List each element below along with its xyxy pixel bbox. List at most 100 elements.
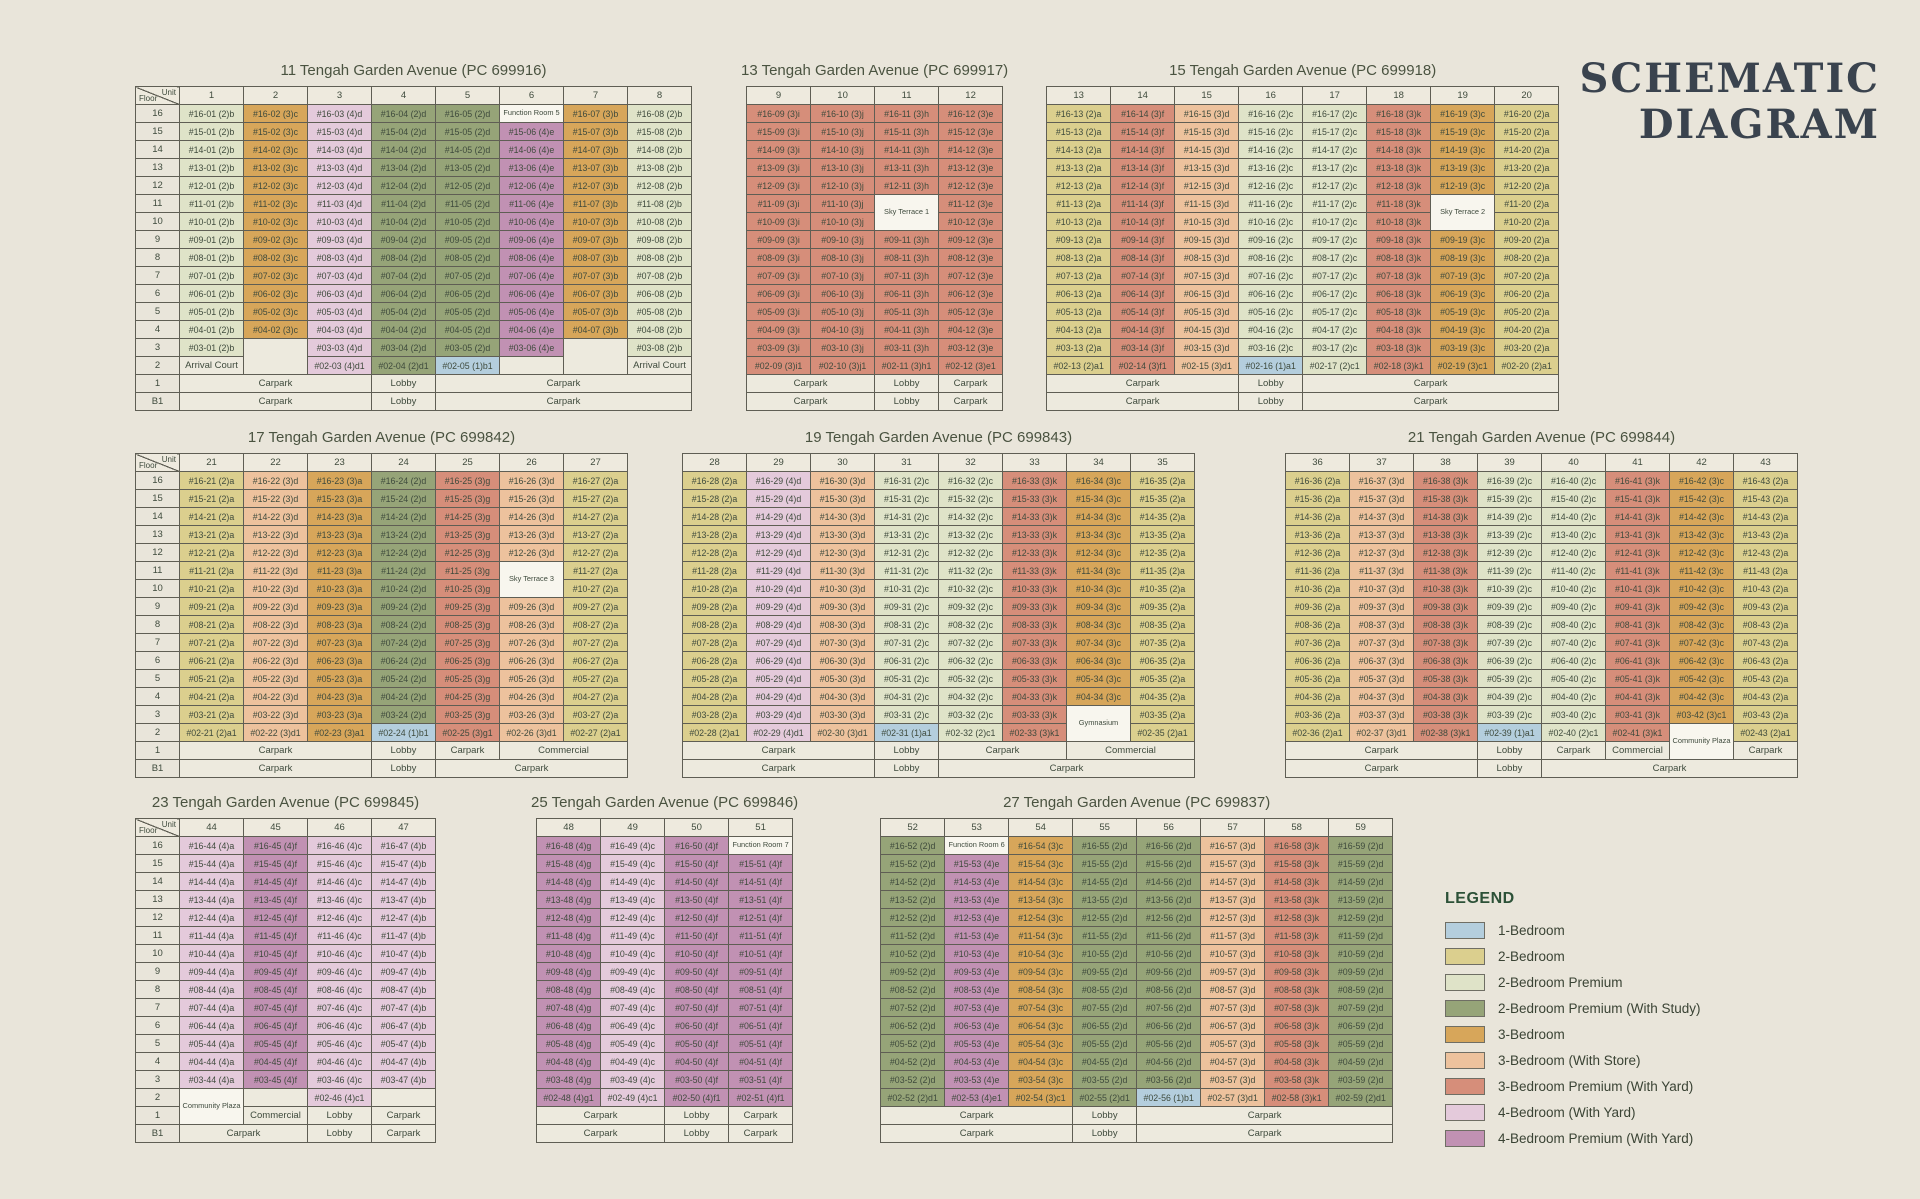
unit-cell: #09-53 (4)e	[944, 962, 1010, 981]
legend-swatch-br1	[1445, 922, 1485, 939]
floor-label: 2	[135, 723, 180, 742]
amenity-cell: Carpark	[682, 741, 875, 760]
unit-cell: #06-11 (3)h	[874, 284, 940, 303]
unit-cell: #09-52 (2)d	[880, 962, 946, 981]
unit-number-header: 53	[944, 818, 1010, 837]
amenity-cell: Lobby	[371, 374, 436, 393]
unit-cell: #06-56 (2)d	[1136, 1016, 1202, 1035]
unit-cell: #16-31 (2)c	[874, 471, 939, 490]
unit-cell: #14-47 (4)b	[371, 872, 436, 891]
unit-cell: #02-04 (2)d1	[371, 356, 436, 375]
unit-cell: #14-59 (2)d	[1328, 872, 1394, 891]
unit-cell: #11-36 (2)a	[1285, 561, 1350, 580]
unit-cell: #16-55 (2)d	[1072, 836, 1138, 855]
unit-cell: #14-18 (3)k	[1366, 140, 1432, 159]
unit-cell: #09-42 (3)c	[1669, 597, 1734, 616]
unit-cell: #10-09 (3)i	[746, 212, 812, 231]
unit-cell: #12-38 (3)k	[1413, 543, 1478, 562]
legend-item: 2-Bedroom Premium (With Study)	[1445, 1000, 1701, 1017]
floor-label: 9	[135, 597, 180, 616]
unit-cell: #10-13 (2)a	[1046, 212, 1112, 231]
unit-cell: #05-10 (3)j	[810, 302, 876, 321]
unit-cell: #08-07 (3)b	[563, 248, 628, 267]
unit-cell: #06-34 (3)c	[1066, 651, 1131, 670]
unit-cell: #16-59 (2)d	[1328, 836, 1394, 855]
unit-cell: #10-12 (3)e	[938, 212, 1004, 231]
unit-cell: #03-25 (3)g	[435, 705, 500, 724]
unit-cell: #11-16 (2)c	[1238, 194, 1304, 213]
unit-cell: #03-53 (4)e	[944, 1070, 1010, 1089]
unit-cell: #13-18 (3)k	[1366, 158, 1432, 177]
unit-cell: #10-56 (2)d	[1136, 944, 1202, 963]
unit-cell: #03-10 (3)j	[810, 338, 876, 357]
unit-cell: #04-54 (3)c	[1008, 1052, 1074, 1071]
unit-cell: #11-02 (3)c	[243, 194, 308, 213]
unit-cell: #13-59 (2)d	[1328, 890, 1394, 909]
unit-cell: #10-07 (3)b	[563, 212, 628, 231]
unit-cell: #10-50 (4)f	[664, 944, 730, 963]
unit-cell: #07-54 (3)c	[1008, 998, 1074, 1017]
unit-cell: #03-45 (4)f	[243, 1070, 308, 1089]
amenity-cell: Lobby	[874, 741, 939, 760]
unit-cell: #15-23 (3)a	[307, 489, 372, 508]
unit-cell: #02-16 (1)a1	[1238, 356, 1304, 375]
amenity-cell: Carpark	[1541, 741, 1606, 760]
unit-cell: #02-48 (4)g1	[536, 1088, 602, 1107]
unit-cell: #09-46 (4)c	[307, 962, 372, 981]
unit-cell: #11-49 (4)c	[600, 926, 666, 945]
unit-cell: #14-29 (4)d	[746, 507, 811, 526]
unit-cell: #07-35 (2)a	[1130, 633, 1195, 652]
unit-cell: #14-56 (2)d	[1136, 872, 1202, 891]
unit-cell: #07-42 (3)c	[1669, 633, 1734, 652]
unit-cell: #13-02 (3)c	[243, 158, 308, 177]
unit-cell: #13-42 (3)c	[1669, 525, 1734, 544]
unit-cell: #12-41 (3)k	[1605, 543, 1670, 562]
unit-cell: #15-45 (4)f	[243, 854, 308, 873]
floor-label: 3	[135, 705, 180, 724]
unit-cell: #14-09 (3)i	[746, 140, 812, 159]
unit-cell: #04-07 (3)b	[563, 320, 628, 339]
unit-cell: #05-57 (3)d	[1200, 1034, 1266, 1053]
unit-cell: #05-04 (2)d	[371, 302, 436, 321]
unit-cell: #09-09 (3)i	[746, 230, 812, 249]
unit-cell: #09-25 (3)g	[435, 597, 500, 616]
unit-cell: #13-30 (3)d	[810, 525, 875, 544]
unit-cell: #11-43 (2)a	[1733, 561, 1798, 580]
unit-number-header: 41	[1605, 453, 1670, 472]
amenity-cell: Lobby	[371, 759, 436, 778]
unit-cell: #13-39 (2)c	[1477, 525, 1542, 544]
unit-cell: #06-13 (2)a	[1046, 284, 1112, 303]
unit-cell: #09-10 (3)j	[810, 230, 876, 249]
unit-cell: #16-38 (3)k	[1413, 471, 1478, 490]
unit-cell: #10-10 (3)j	[810, 212, 876, 231]
floor-label: 7	[135, 266, 180, 285]
amenity-cell: Carpark	[179, 374, 372, 393]
unit-cell: #05-49 (4)c	[600, 1034, 666, 1053]
unit-cell: #06-18 (3)k	[1366, 284, 1432, 303]
unit-cell: #04-22 (3)d	[243, 687, 308, 706]
unit-cell: #02-54 (3)c1	[1008, 1088, 1074, 1107]
unit-cell: #04-21 (2)a	[179, 687, 244, 706]
unit-cell: #12-03 (4)d	[307, 176, 372, 195]
unit-cell: #12-14 (3)f	[1110, 176, 1176, 195]
unit-cell: #12-05 (2)d	[435, 176, 500, 195]
unit-cell: #12-26 (3)d	[499, 543, 564, 562]
unit-cell: #09-48 (4)g	[536, 962, 602, 981]
unit-cell: #07-32 (2)c	[938, 633, 1003, 652]
unit-number-header: 29	[746, 453, 811, 472]
blank-cell	[243, 1088, 308, 1107]
unit-cell: #16-44 (4)a	[179, 836, 244, 855]
unit-cell: #10-17 (2)c	[1302, 212, 1368, 231]
unit-cell: #13-41 (3)k	[1605, 525, 1670, 544]
unit-cell: #07-43 (2)a	[1733, 633, 1798, 652]
unit-cell: #10-41 (3)k	[1605, 579, 1670, 598]
unit-cell: #07-17 (2)c	[1302, 266, 1368, 285]
unit-cell: #11-24 (2)d	[371, 561, 436, 580]
unit-cell: #05-01 (2)b	[179, 302, 244, 321]
unit-cell: #12-27 (2)a	[563, 543, 628, 562]
unit-cell: #07-10 (3)j	[810, 266, 876, 285]
floor-label: 13	[135, 158, 180, 177]
unit-cell: #11-27 (2)a	[563, 561, 628, 580]
unit-cell: #14-07 (3)b	[563, 140, 628, 159]
unit-cell: #08-33 (3)k	[1002, 615, 1067, 634]
